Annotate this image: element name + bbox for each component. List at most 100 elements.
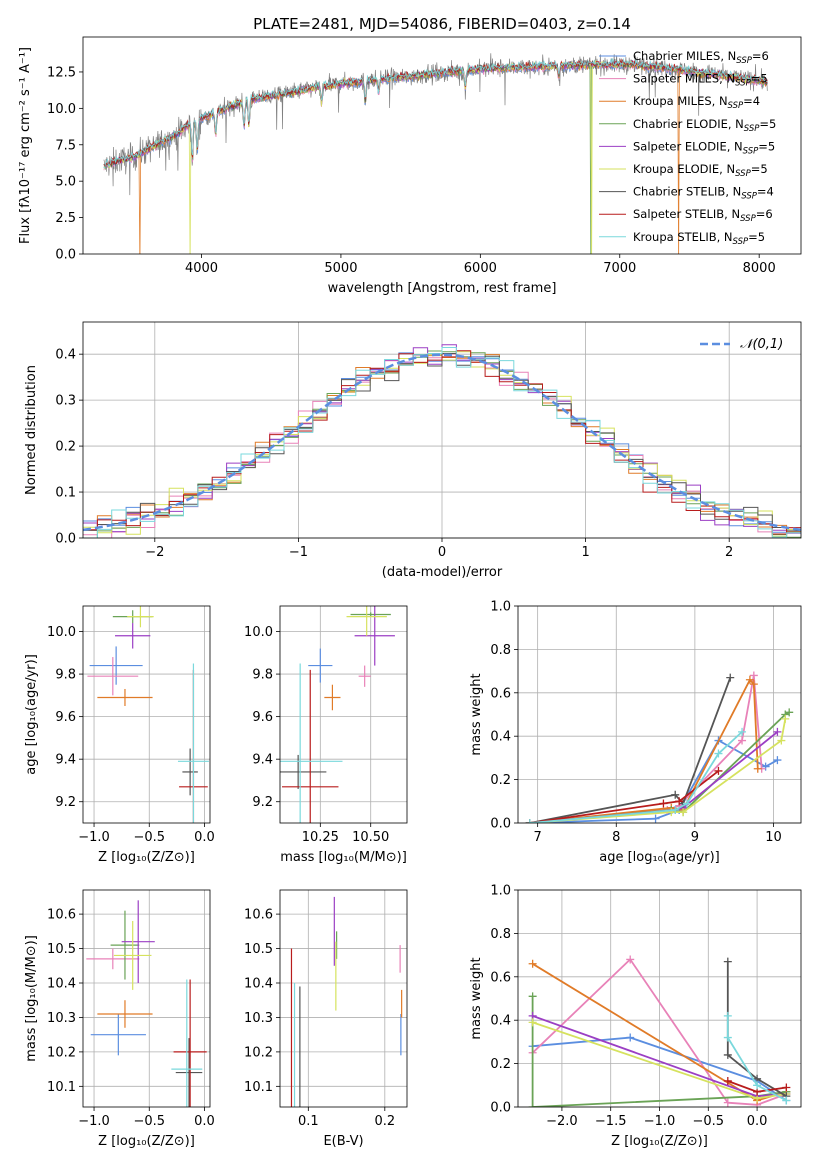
errorbar-marks: [86, 900, 207, 1107]
errorbar-marks: [280, 606, 395, 823]
legend-entry: Kroupa ELODIE, NSSP=5: [633, 162, 768, 179]
x-tick-label: −0.5: [133, 1114, 165, 1129]
x-tick-label: −2: [145, 545, 164, 560]
y-tick-label: 10.2: [47, 1045, 76, 1060]
weight-point-marker: [782, 1096, 791, 1105]
y-tick-label: 0.4: [490, 730, 511, 745]
x-tick-label: 2: [725, 545, 733, 560]
x-tick-label: −2.0: [546, 1114, 578, 1129]
weight-point-marker: [528, 959, 537, 968]
weight-series-line: [529, 711, 790, 823]
y-tick-label: 10.6: [244, 908, 273, 923]
weight-point-marker: [745, 675, 754, 684]
y-tick-label: 0.3: [55, 394, 76, 409]
weight-series-line: [532, 1036, 787, 1102]
y-tick-label: 0.0: [55, 532, 76, 547]
y-axis-label: age [log₁₀(age/yr)]: [24, 654, 39, 775]
x-tick-label: 8000: [743, 261, 776, 276]
legend-entry: Chabrier STELIB, NSSP=4: [633, 185, 774, 202]
weight-point-marker: [714, 749, 723, 758]
x-tick-label: −0.5: [133, 830, 165, 845]
weight-point-marker: [626, 955, 635, 964]
model-spectrum-line: [103, 57, 768, 169]
weight-point-marker: [671, 790, 680, 799]
y-tick-label: 9.4: [252, 753, 273, 768]
weight-series-line: [726, 961, 787, 1097]
y-tick-label: 0.8: [490, 643, 511, 658]
x-axis-label: Z [log₁₀(Z/Z⊙)]: [611, 1134, 708, 1149]
weight-point-marker: [714, 766, 723, 775]
weight-point-marker: [651, 814, 660, 823]
y-tick-label: 10.0: [244, 625, 273, 640]
axes-frame: [82, 889, 211, 1108]
x-tick-label: 1: [581, 545, 589, 560]
weight-point-marker: [781, 714, 790, 723]
weight-point-marker: [659, 799, 668, 808]
weight-point-marker: [723, 1050, 732, 1059]
y-tick-label: 0.4: [55, 348, 76, 363]
weight-point-marker: [753, 764, 762, 773]
axes-frame: [82, 605, 211, 824]
x-tick-label: 5000: [324, 261, 357, 276]
panel-residuals: −2 −1 0 1 2 0.0 0.1 0.2 0.3 0.4 (data-model)/error…: [24, 321, 802, 580]
legend-entry: Salpeter STELIB, NSSP=6: [633, 207, 773, 224]
weight-series-line: [529, 678, 759, 823]
legend-entry: Salpeter ELODIE, NSSP=5: [633, 139, 775, 156]
x-axis-label: E(B-V): [323, 1134, 363, 1149]
axes-frame: [82, 36, 802, 255]
y-axis-label: Normed distribution: [24, 365, 39, 495]
x-tick-label: 0.1: [298, 1114, 319, 1129]
histogram-step: [83, 347, 801, 538]
y-tick-label: 9.2: [252, 795, 273, 810]
weight-point-marker: [738, 727, 747, 736]
errorbar-marks: [290, 896, 403, 1107]
y-tick-label: 10.5: [47, 942, 76, 957]
spectrum-legend: Chabrier MILES, NSSP=6 Salpeter MILES, NS…: [599, 49, 776, 247]
plot-layer: 4000 5000 6000 7000 80000.02.55.07.510.012.5…: [18, 36, 802, 1149]
legend-entry: Kroupa MILES, NSSP=4: [633, 94, 760, 111]
weight-point-marker: [773, 756, 782, 765]
weight-point-marker: [723, 1076, 732, 1085]
x-tick-label: −1.5: [595, 1114, 627, 1129]
y-tick-label: 12.5: [47, 65, 76, 80]
panel-spectrum: 4000 5000 6000 7000 8000 0.0 2.5 5.0 7.5 10.0 12.5…: [18, 36, 802, 296]
legend-entry: Chabrier MILES, NSSP=6: [633, 49, 769, 66]
panel-mass_vs_Z: −1.0 −0.5 0.0 10.1 10.2 10.3 10.4 10.5 10.6 Z [lo…: [24, 889, 215, 1149]
weight-lines: [528, 955, 791, 1107]
x-axis-label: Z [log₁₀(Z/Z⊙)]: [98, 850, 195, 865]
y-tick-label: 10.1: [244, 1080, 273, 1095]
weight-point-marker: [675, 797, 684, 806]
x-tick-label: 0.0: [194, 830, 215, 845]
y-tick-label: 0.2: [490, 773, 511, 788]
weight-series-line: [726, 1015, 787, 1102]
y-tick-label: 2.5: [55, 211, 76, 226]
x-axis-label: (data-model)/error: [382, 565, 503, 580]
x-tick-label: −1.0: [644, 1114, 676, 1129]
y-tick-label: 1.0: [490, 884, 511, 899]
weight-point-marker: [626, 1033, 635, 1042]
y-tick-label: 10.0: [47, 625, 76, 640]
y-tick-label: 0.0: [490, 1101, 511, 1116]
normal-curve: [83, 353, 801, 532]
x-tick-label: 9: [691, 830, 699, 845]
weight-point-marker: [723, 1011, 732, 1020]
histogram-lines: [83, 344, 801, 538]
weight-point-marker: [777, 736, 786, 745]
weight-point-marker: [671, 805, 680, 814]
y-tick-label: 0.6: [490, 970, 511, 985]
y-tick-label: 0.1: [55, 486, 76, 501]
panel-age_vs_Z: −1.0 −0.5 0.0 9.2 9.4 9.6 9.8 10.0 Z [log₁₀(Z/Z⊙…: [24, 605, 215, 865]
y-tick-label: 10.4: [244, 977, 273, 992]
weight-series-line: [529, 739, 778, 823]
weight-point-marker: [773, 727, 782, 736]
y-axis-label: mass weight: [469, 673, 484, 755]
weight-point-marker: [785, 708, 794, 717]
y-axis-label: Flux [fλ10⁻¹⁷ erg cm⁻² s⁻¹ A⁻¹]: [18, 47, 33, 244]
x-tick-label: 8: [612, 830, 620, 845]
weight-series-line: [531, 996, 787, 1107]
x-axis-label: mass [log₁₀(M/M⊙)]: [280, 850, 407, 865]
y-tick-label: 10.5: [244, 942, 273, 957]
axes-frame: [82, 321, 802, 539]
panel-weight_vs_age: 7 8 9 10 0.0 0.2 0.4 0.6 0.8 1.0 age [log₁₀(age/yr…: [469, 600, 802, 865]
